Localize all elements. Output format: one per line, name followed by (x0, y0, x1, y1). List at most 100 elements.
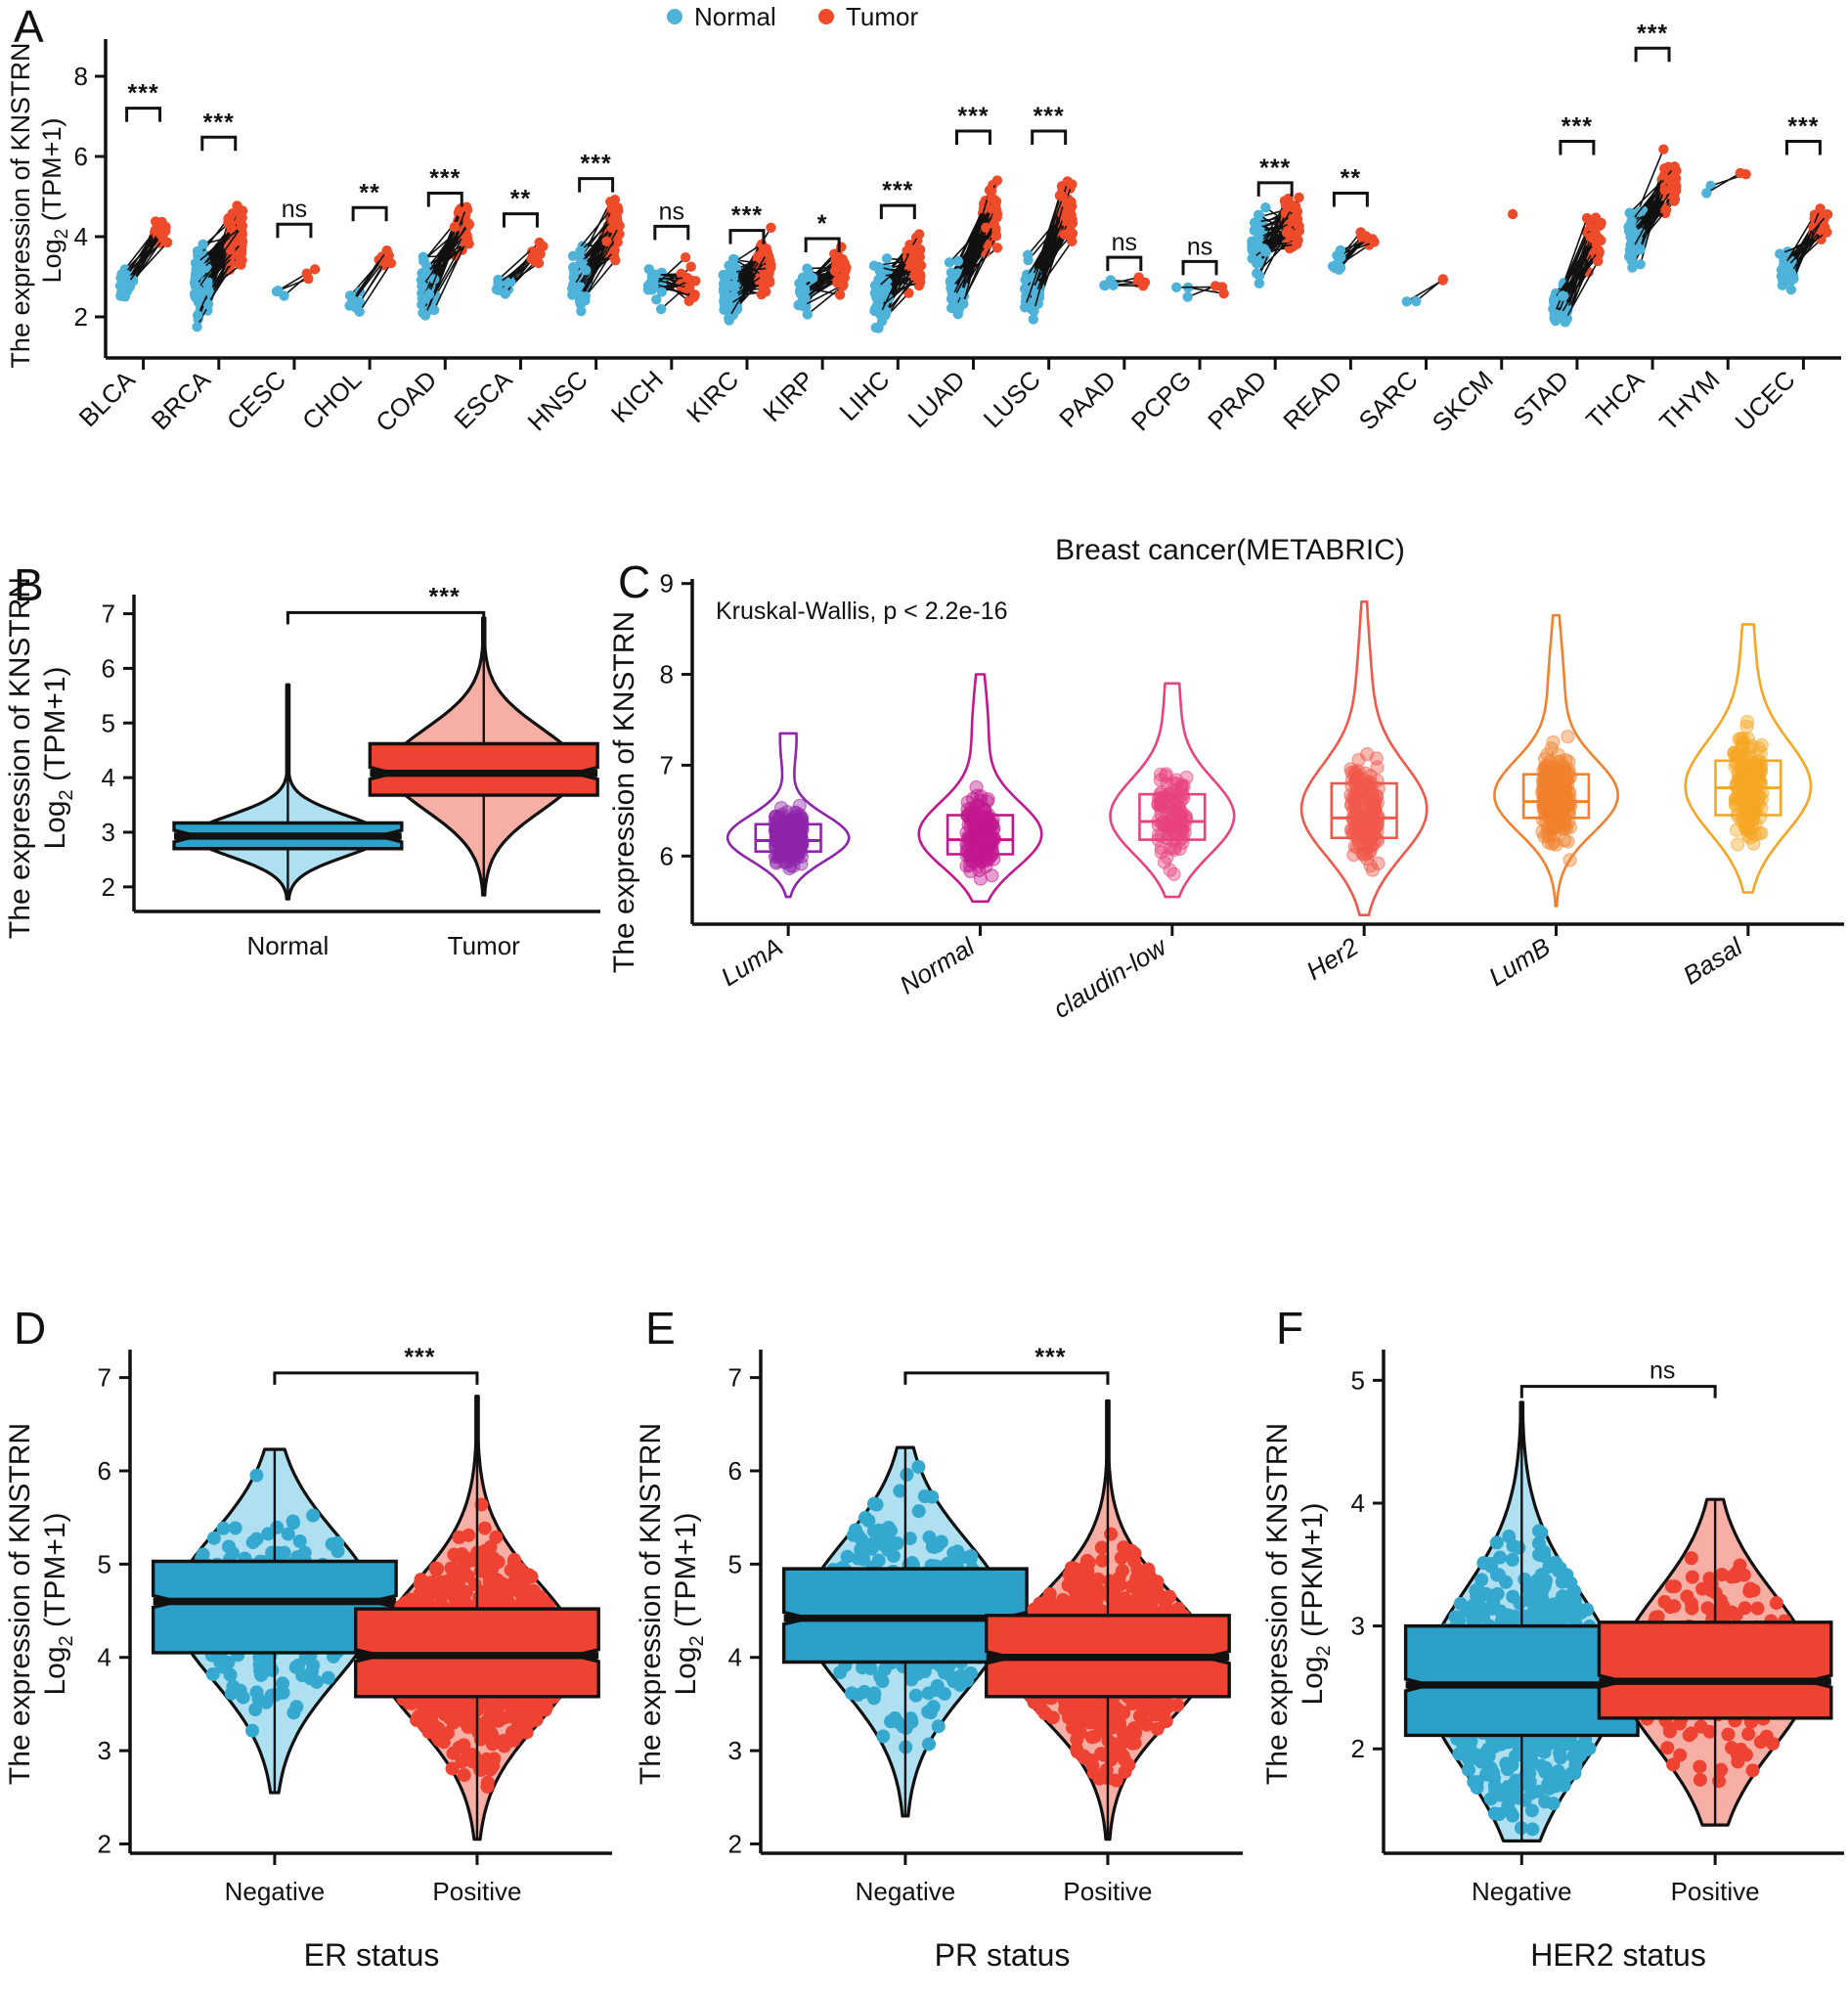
svg-text:**: ** (359, 179, 379, 206)
svg-text:THYM: THYM (1653, 365, 1725, 436)
svg-text:LumA: LumA (716, 932, 787, 992)
svg-text:4: 4 (98, 1643, 111, 1672)
panel-a-ylabel-line1: The expression of KNSTRN (6, 42, 35, 368)
svg-text:6: 6 (660, 841, 674, 870)
svg-text:Log2 (TPM+1): Log2 (TPM+1) (670, 1512, 708, 1695)
svg-text:STAD: STAD (1507, 365, 1574, 432)
svg-text:ESCA: ESCA (448, 365, 518, 435)
panel-a-ytick-3: 8 (74, 62, 88, 91)
panel-b-ylabel-log: Log (39, 800, 71, 849)
svg-text:3: 3 (728, 1736, 742, 1765)
svg-text:LUAD: LUAD (902, 365, 970, 433)
panel-b-ylabel-unit: (TPM+1) (39, 666, 71, 789)
panel-e-xlabels: Negative Positive (856, 1853, 1152, 1906)
panel-a-ylabel-log: Log (37, 239, 66, 283)
panel-a-ytick-1: 4 (74, 222, 88, 251)
svg-text:4: 4 (728, 1643, 742, 1672)
svg-text:5: 5 (102, 708, 115, 737)
svg-text:***: *** (428, 583, 460, 610)
svg-text:UCEC: UCEC (1729, 365, 1800, 436)
legend-label-tumor: Tumor (846, 2, 918, 31)
panel-e-data-layer: *** (781, 1344, 1231, 1842)
svg-text:The expression of KNSTRN: The expression of KNSTRN (4, 1423, 36, 1785)
panel-a-ylabel-line2-group: Log2 (TPM+1) (37, 118, 72, 284)
svg-text:HNSC: HNSC (522, 365, 594, 436)
panel-d-yticks: 2 3 4 5 6 7 (98, 1363, 130, 1858)
panel-c-svg: Breast cancer(METABRIC) Kruskal-Wallis, … (608, 534, 1844, 1017)
panel-c-data-layer (726, 599, 1813, 916)
panel-d-data-layer: *** (151, 1344, 600, 1842)
panel-a-ylabel: The expression of KNSTRN (6, 42, 35, 368)
svg-text:Basal: Basal (1678, 931, 1748, 991)
svg-text:Normal: Normal (247, 931, 330, 960)
svg-text:THCA: THCA (1580, 365, 1650, 435)
panel-d-svg: The expression of KNSTRN Log2 (TPM+1) 23… (4, 1344, 612, 1973)
panel-a-ytick-2: 6 (74, 142, 88, 171)
panel-d-xlabel: ER status (304, 1937, 440, 1973)
panel-a-ylabel-unit: (TPM+1) (37, 118, 66, 229)
svg-text:Log2 (TPM+1): Log2 (TPM+1) (39, 666, 77, 849)
svg-text:***: *** (1637, 20, 1668, 47)
svg-text:***: *** (429, 164, 461, 192)
panel-f-ylabel-sub: 2 (1313, 1645, 1335, 1656)
panel-a-label: A (14, 1, 44, 52)
svg-text:5: 5 (98, 1549, 111, 1578)
svg-text:BLCA: BLCA (73, 365, 142, 433)
svg-text:6: 6 (728, 1456, 742, 1486)
panel-b-svg: The expression of KNSTRN Log2 (TPM+1) 23… (4, 577, 600, 960)
panel-f-data-layer: ns (1403, 1357, 1833, 1843)
panel-b-ylabel-sub: 2 (56, 789, 77, 800)
panel-e-ylabel-log: Log (670, 1646, 702, 1695)
panel-a-ytick-0: 2 (74, 302, 88, 332)
panel-a-xlabels: BLCA BRCA CESC CHOL COAD ESCA HNSC KICH KIRC KIRP… (73, 365, 1801, 438)
panel-d-ylabel: The expression of KNSTRN (4, 1423, 36, 1785)
svg-text:**: ** (510, 186, 531, 213)
panel-f-ylabel-unit: (FPKM+1) (1297, 1502, 1329, 1645)
svg-text:Her2: Her2 (1301, 931, 1364, 986)
legend-dot-normal (667, 9, 682, 24)
panel-b-ylabel: The expression of KNSTRN (4, 577, 36, 939)
svg-text:LUSC: LUSC (978, 365, 1046, 433)
panel-c-yticks: 6 7 8 9 (660, 569, 692, 870)
svg-text:4: 4 (102, 763, 115, 792)
svg-text:6: 6 (102, 653, 115, 683)
panel-c-title: Breast cancer(METABRIC) (1055, 534, 1405, 566)
svg-text:5: 5 (728, 1549, 742, 1578)
svg-text:9: 9 (660, 569, 674, 599)
svg-text:ns: ns (1187, 233, 1212, 260)
svg-text:KICH: KICH (605, 365, 669, 428)
svg-text:LIHC: LIHC (833, 365, 895, 426)
svg-text:7: 7 (102, 599, 115, 629)
svg-text:ns: ns (282, 196, 307, 223)
svg-text:The expression of KNSTRN: The expression of KNSTRN (635, 1423, 667, 1785)
panel-f-xlabel: HER2 status (1530, 1937, 1706, 1973)
svg-text:PRAD: PRAD (1202, 365, 1272, 435)
svg-text:***: *** (404, 1344, 435, 1371)
panel-e-ylabel-sub: 2 (686, 1635, 708, 1646)
svg-text:7: 7 (98, 1363, 111, 1393)
svg-text:Log2 (TPM+1): Log2 (TPM+1) (37, 118, 72, 284)
panel-f-xlabels: Negative Positive (1472, 1853, 1760, 1906)
svg-text:COAD: COAD (370, 365, 442, 437)
svg-text:2: 2 (102, 872, 115, 902)
panel-d-ylabel-log: Log (39, 1646, 71, 1695)
svg-text:*: * (817, 210, 828, 238)
svg-text:SKCM: SKCM (1427, 365, 1499, 437)
panel-a-svg: Normal Tumor The expression of KNSTRN Lo… (6, 2, 1841, 438)
svg-text:***: *** (1787, 113, 1819, 141)
legend-dot-tumor (818, 9, 834, 24)
svg-text:Log2 (TPM+1): Log2 (TPM+1) (39, 1512, 77, 1695)
svg-text:Positive: Positive (432, 1877, 521, 1906)
svg-text:***: *** (1259, 155, 1291, 182)
panel-a-ylabel-sub: 2 (52, 229, 72, 240)
svg-text:Tumor: Tumor (448, 931, 520, 960)
svg-text:7: 7 (728, 1363, 742, 1393)
panel-e-label: E (645, 1303, 676, 1354)
panel-d-ylabel2: Log2 (TPM+1) (39, 1512, 77, 1695)
svg-text:6: 6 (98, 1456, 111, 1486)
svg-text:***: *** (731, 202, 763, 230)
svg-text:***: *** (581, 151, 612, 178)
panel-e-svg: The expression of KNSTRN Log2 (TPM+1) 2 3… (635, 1344, 1243, 1973)
